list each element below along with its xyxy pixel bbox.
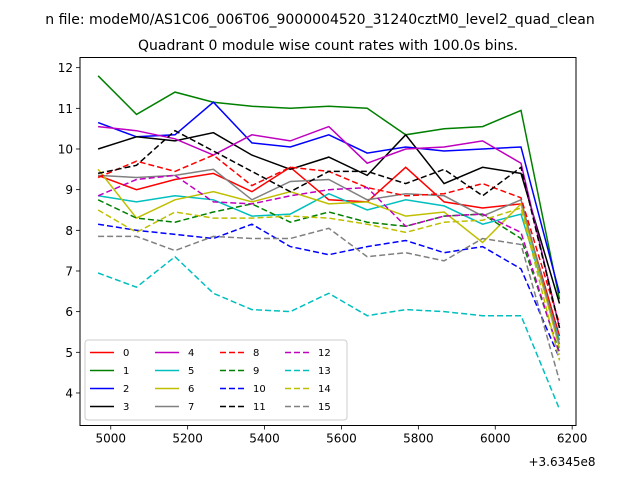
y-tick-label: 12 bbox=[58, 61, 73, 75]
legend-label-5: 5 bbox=[188, 366, 194, 377]
x-tick-label: 5000 bbox=[95, 432, 126, 446]
series-line-6 bbox=[97, 168, 561, 349]
series-line-2 bbox=[97, 101, 561, 294]
legend-label-15: 15 bbox=[318, 402, 331, 413]
x-axis-offset-label: +3.6345e8 bbox=[528, 455, 595, 469]
x-tick-label: 6000 bbox=[480, 432, 511, 446]
series-line-11 bbox=[97, 129, 561, 329]
series-layer bbox=[97, 75, 561, 410]
x-tick-label: 5600 bbox=[326, 432, 357, 446]
legend-box bbox=[84, 339, 348, 421]
series-line-7 bbox=[98, 168, 561, 345]
series-line-4 bbox=[98, 125, 561, 329]
legend-label-3: 3 bbox=[123, 402, 129, 413]
x-tick-label: 5200 bbox=[172, 432, 203, 446]
legend-label-4: 4 bbox=[188, 348, 194, 359]
series-line-15 bbox=[98, 227, 561, 382]
y-tick-label: 8 bbox=[65, 224, 73, 238]
y-tick-label: 5 bbox=[65, 346, 73, 360]
series-line-12 bbox=[97, 174, 561, 355]
legend-label-11: 11 bbox=[253, 402, 266, 413]
legend-label-6: 6 bbox=[188, 384, 194, 395]
y-axis: 4 5 6 7 8 9 10 11 12 bbox=[58, 61, 80, 400]
y-tick-label: 7 bbox=[65, 264, 73, 278]
y-tick-label: 4 bbox=[65, 386, 73, 400]
x-tick-label: 5400 bbox=[249, 432, 280, 446]
legend-label-0: 0 bbox=[123, 348, 129, 359]
y-tick-label: 11 bbox=[58, 102, 73, 116]
y-tick-label: 10 bbox=[58, 142, 73, 156]
figure-suptitle: n file: modeM0/AS1C06_006T06_9000004520_… bbox=[45, 12, 594, 28]
series-line-0 bbox=[97, 166, 561, 337]
legend-label-7: 7 bbox=[188, 402, 194, 413]
legend-label-8: 8 bbox=[253, 348, 259, 359]
y-tick-label: 6 bbox=[65, 305, 73, 319]
legend-label-13: 13 bbox=[318, 366, 331, 377]
series-line-5 bbox=[97, 192, 561, 341]
legend-label-12: 12 bbox=[318, 348, 331, 359]
legend-label-10: 10 bbox=[253, 384, 266, 395]
legend-label-9: 9 bbox=[253, 366, 259, 377]
series-line-3 bbox=[97, 131, 561, 304]
x-axis: 5000 5200 5400 5600 5800 6000 6200 bbox=[95, 425, 588, 446]
chart-title: Quadrant 0 module wise count rates with … bbox=[138, 38, 518, 54]
legend-label-14: 14 bbox=[318, 384, 331, 395]
legend-label-2: 2 bbox=[123, 384, 129, 395]
legend-label-1: 1 bbox=[123, 366, 129, 377]
x-tick-label: 6200 bbox=[557, 432, 588, 446]
plot-frame bbox=[79, 57, 577, 426]
y-tick-label: 9 bbox=[65, 183, 73, 197]
series-line-10 bbox=[97, 223, 561, 359]
x-tick-label: 5800 bbox=[403, 432, 434, 446]
series-line-14 bbox=[97, 207, 561, 361]
series-line-13 bbox=[97, 255, 561, 410]
series-line-1 bbox=[97, 75, 561, 300]
